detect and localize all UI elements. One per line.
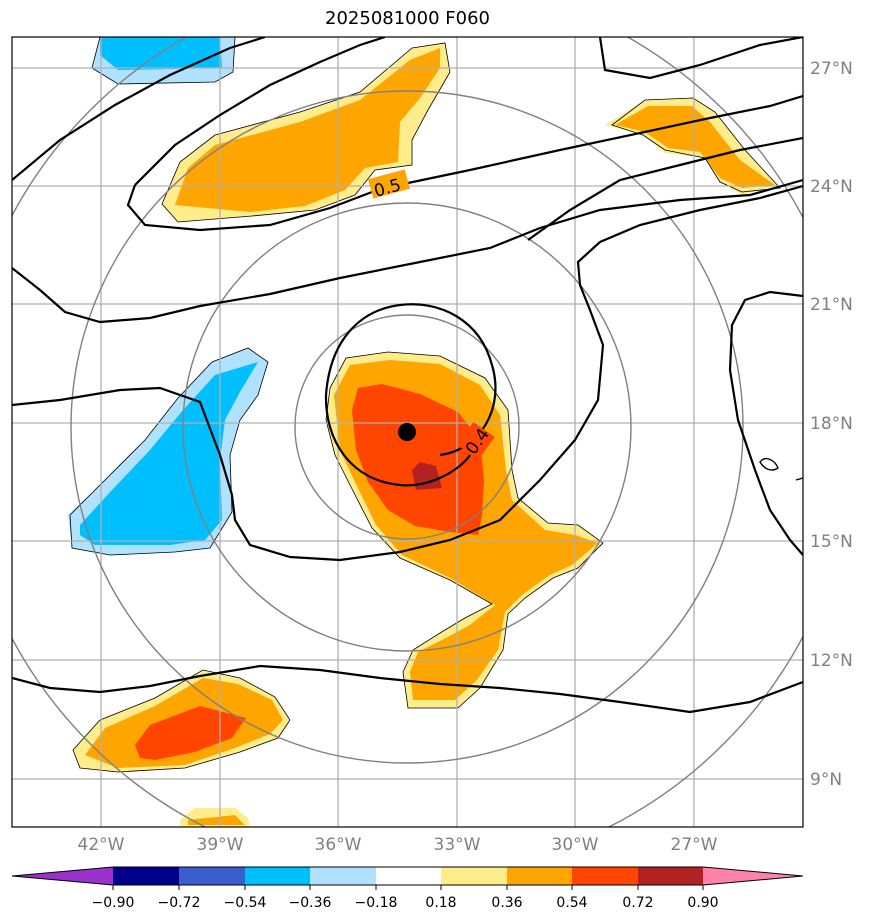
map-frame: [11, 36, 804, 828]
lon-label: 27°W: [671, 835, 718, 855]
shading-cores: [80, 37, 775, 825]
lat-label: 12°N: [810, 651, 853, 671]
lat-label: 24°N: [810, 177, 853, 197]
plot-title: 2025081000 F060: [325, 8, 490, 29]
lat-label: 21°N: [810, 295, 853, 315]
lon-label: 30°W: [552, 835, 599, 855]
colorbar-tick: 0.18: [425, 895, 456, 911]
colorbar-tick: −0.18: [355, 895, 398, 911]
colorbar-tick: −0.36: [289, 895, 332, 911]
contour-lines: [12, 37, 803, 714]
colorbar-extend-high: [703, 867, 803, 885]
colorbar-tick: 0.72: [622, 895, 653, 911]
lon-label: 36°W: [315, 835, 362, 855]
colorbar-tick: −0.54: [224, 895, 267, 911]
range-rings: [12, 37, 803, 827]
lat-label: 18°N: [810, 414, 853, 434]
colorbar-tick: −0.72: [158, 895, 201, 911]
colorbar-tick: 0.36: [491, 895, 522, 911]
longitude-labels: 42°W 39°W 36°W 33°W 30°W 27°W: [78, 835, 718, 855]
lon-label: 39°W: [197, 835, 244, 855]
lat-label: 15°N: [810, 532, 853, 552]
colorbar: −0.90 −0.72 −0.54 −0.36 −0.18 0.18 0.36 …: [11, 866, 804, 911]
colorbar-tick: −0.90: [92, 895, 135, 911]
colorbar-tick: 0.90: [687, 895, 718, 911]
storm-center-marker: [398, 423, 416, 441]
lon-label: 42°W: [78, 835, 125, 855]
lon-label: 33°W: [434, 835, 481, 855]
lat-label: 9°N: [810, 770, 842, 790]
colorbar-extend-low: [12, 867, 113, 885]
latitude-labels: 27°N 24°N 21°N 18°N 15°N 12°N 9°N: [810, 59, 853, 790]
gridlines: [12, 37, 803, 827]
lat-label: 27°N: [810, 59, 853, 79]
map-content: 0.5 0.4: [12, 37, 803, 827]
colorbar-tick: 0.54: [556, 895, 587, 911]
